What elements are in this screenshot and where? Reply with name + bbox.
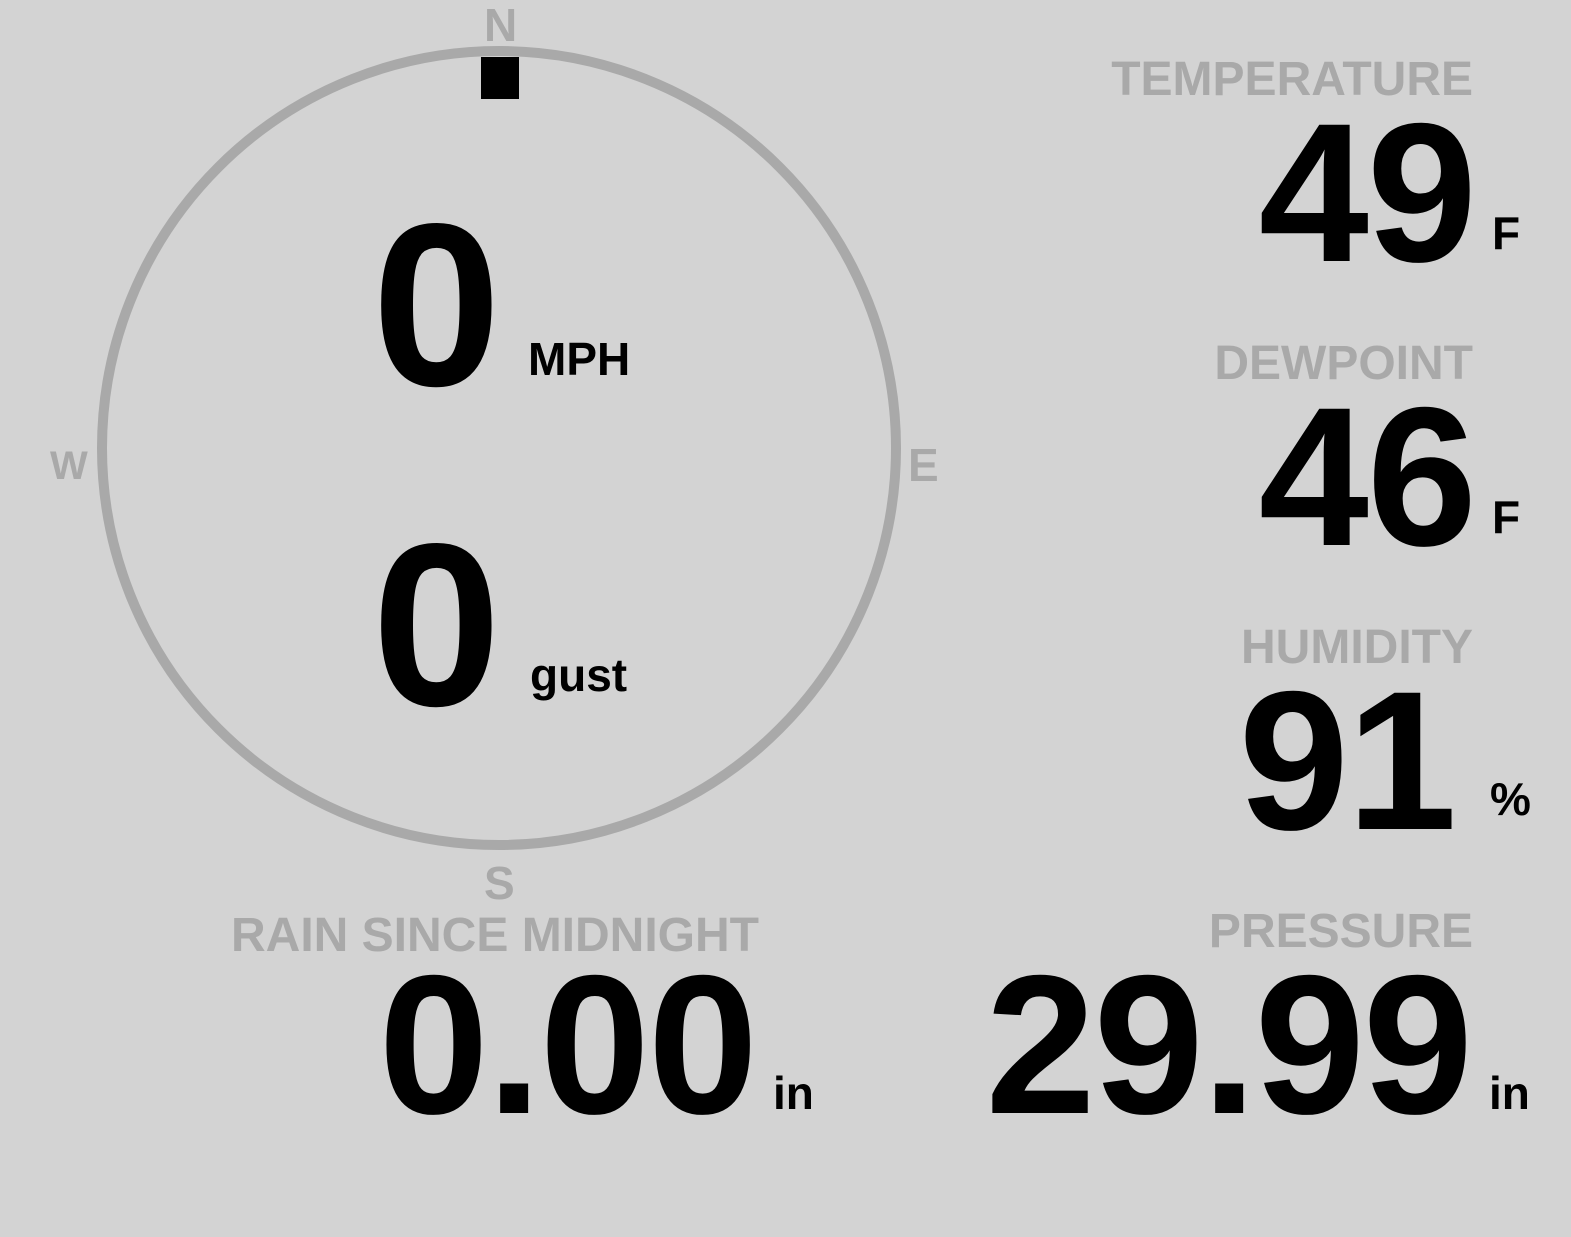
- temperature-card: TEMPERATURE: [1111, 56, 1473, 104]
- humidity-label: HUMIDITY: [1241, 621, 1473, 674]
- compass-east-label: E: [908, 439, 939, 491]
- humidity-value: 91: [1238, 650, 1457, 871]
- wind-gust-unit: gust: [530, 649, 628, 701]
- temperature-value: 49: [1258, 82, 1477, 303]
- dewpoint-label: DEWPOINT: [1214, 337, 1473, 390]
- wind-direction-pointer: [481, 57, 519, 99]
- humidity-card: HUMIDITY: [1241, 624, 1473, 672]
- dewpoint-value: 46: [1258, 366, 1477, 587]
- dewpoint-card: DEWPOINT: [1214, 340, 1473, 388]
- wind-speed-unit: MPH: [528, 333, 631, 385]
- temperature-label: TEMPERATURE: [1111, 53, 1473, 106]
- wind-compass: [97, 46, 901, 850]
- compass-west-label: W: [50, 444, 88, 488]
- pressure-label: PRESSURE: [1208, 905, 1473, 958]
- rain-unit: in: [773, 1067, 814, 1119]
- rain-label: RAIN SINCE MIDNIGHT: [231, 909, 759, 962]
- wind-direction-marker: [481, 57, 519, 99]
- wind-gust-value: 0: [372, 496, 501, 755]
- pressure-card: PRESSURE: [1209, 908, 1473, 956]
- compass-ring: [97, 46, 901, 850]
- dewpoint-unit: F: [1492, 491, 1521, 543]
- compass-south-label: S: [484, 857, 515, 909]
- pressure-unit: in: [1489, 1067, 1530, 1119]
- temperature-unit: F: [1492, 207, 1521, 259]
- wind-speed-value: 0: [372, 176, 501, 435]
- compass-north-label: N: [484, 0, 518, 51]
- rain-value: 0.00: [378, 934, 758, 1155]
- pressure-value: 29.99: [985, 934, 1473, 1155]
- humidity-unit: %: [1490, 773, 1531, 825]
